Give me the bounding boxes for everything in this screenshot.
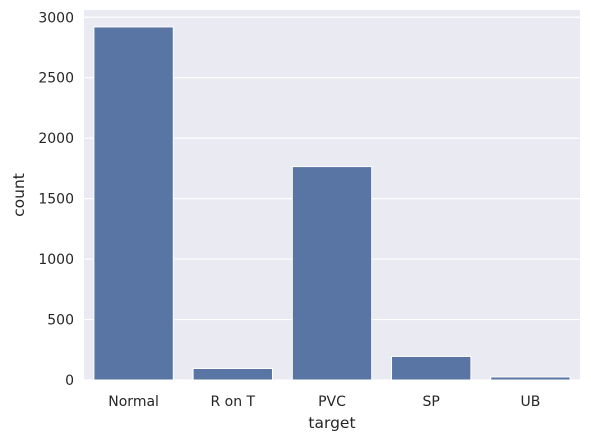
x-tick-labels: Normal R on T PVC SP UB xyxy=(108,394,540,410)
x-axis-label: target xyxy=(308,414,355,432)
x-tick-label: UB xyxy=(520,394,540,410)
y-tick-label: 500 xyxy=(47,313,74,329)
y-tick-label: 0 xyxy=(65,373,74,389)
x-tick-label: PVC xyxy=(318,394,346,410)
y-axis-label: count xyxy=(10,173,28,217)
bar-normal xyxy=(93,26,174,381)
x-tick-label: SP xyxy=(423,394,440,410)
bar-pvc xyxy=(291,166,373,381)
bar-ub xyxy=(490,376,571,381)
y-tick-label: 1000 xyxy=(38,252,74,268)
y-tick-labels: 0 500 1000 1500 2000 2500 3000 xyxy=(38,10,74,389)
y-tick-label: 3000 xyxy=(38,10,74,26)
bar-r-on-t xyxy=(192,368,273,381)
y-tick-label: 2500 xyxy=(38,71,74,87)
bar-sp xyxy=(391,355,472,381)
bars xyxy=(93,26,571,381)
x-tick-label: Normal xyxy=(108,394,159,410)
x-tick-label: R on T xyxy=(210,394,255,410)
y-tick-label: 2000 xyxy=(38,131,74,147)
y-tick-label: 1500 xyxy=(38,192,74,208)
